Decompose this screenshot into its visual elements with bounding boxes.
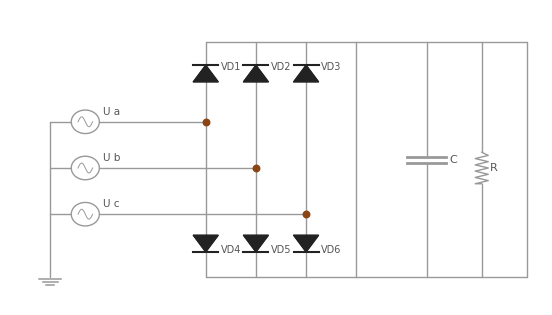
Text: U b: U b — [103, 153, 120, 163]
Text: VD3: VD3 — [321, 62, 342, 72]
Polygon shape — [294, 235, 319, 252]
Polygon shape — [193, 65, 218, 82]
Text: VD5: VD5 — [271, 245, 291, 255]
Text: U a: U a — [103, 107, 120, 117]
Text: VD4: VD4 — [221, 245, 241, 255]
Text: VD1: VD1 — [221, 62, 241, 72]
Text: R: R — [490, 163, 498, 173]
Polygon shape — [294, 65, 319, 82]
Text: VD6: VD6 — [321, 245, 342, 255]
Text: VD2: VD2 — [271, 62, 291, 72]
Point — [201, 119, 210, 124]
Polygon shape — [243, 235, 268, 252]
Point — [302, 212, 311, 217]
Text: U c: U c — [103, 199, 119, 209]
Point — [252, 165, 261, 170]
Polygon shape — [243, 65, 268, 82]
Polygon shape — [193, 235, 218, 252]
Text: C: C — [449, 155, 457, 165]
